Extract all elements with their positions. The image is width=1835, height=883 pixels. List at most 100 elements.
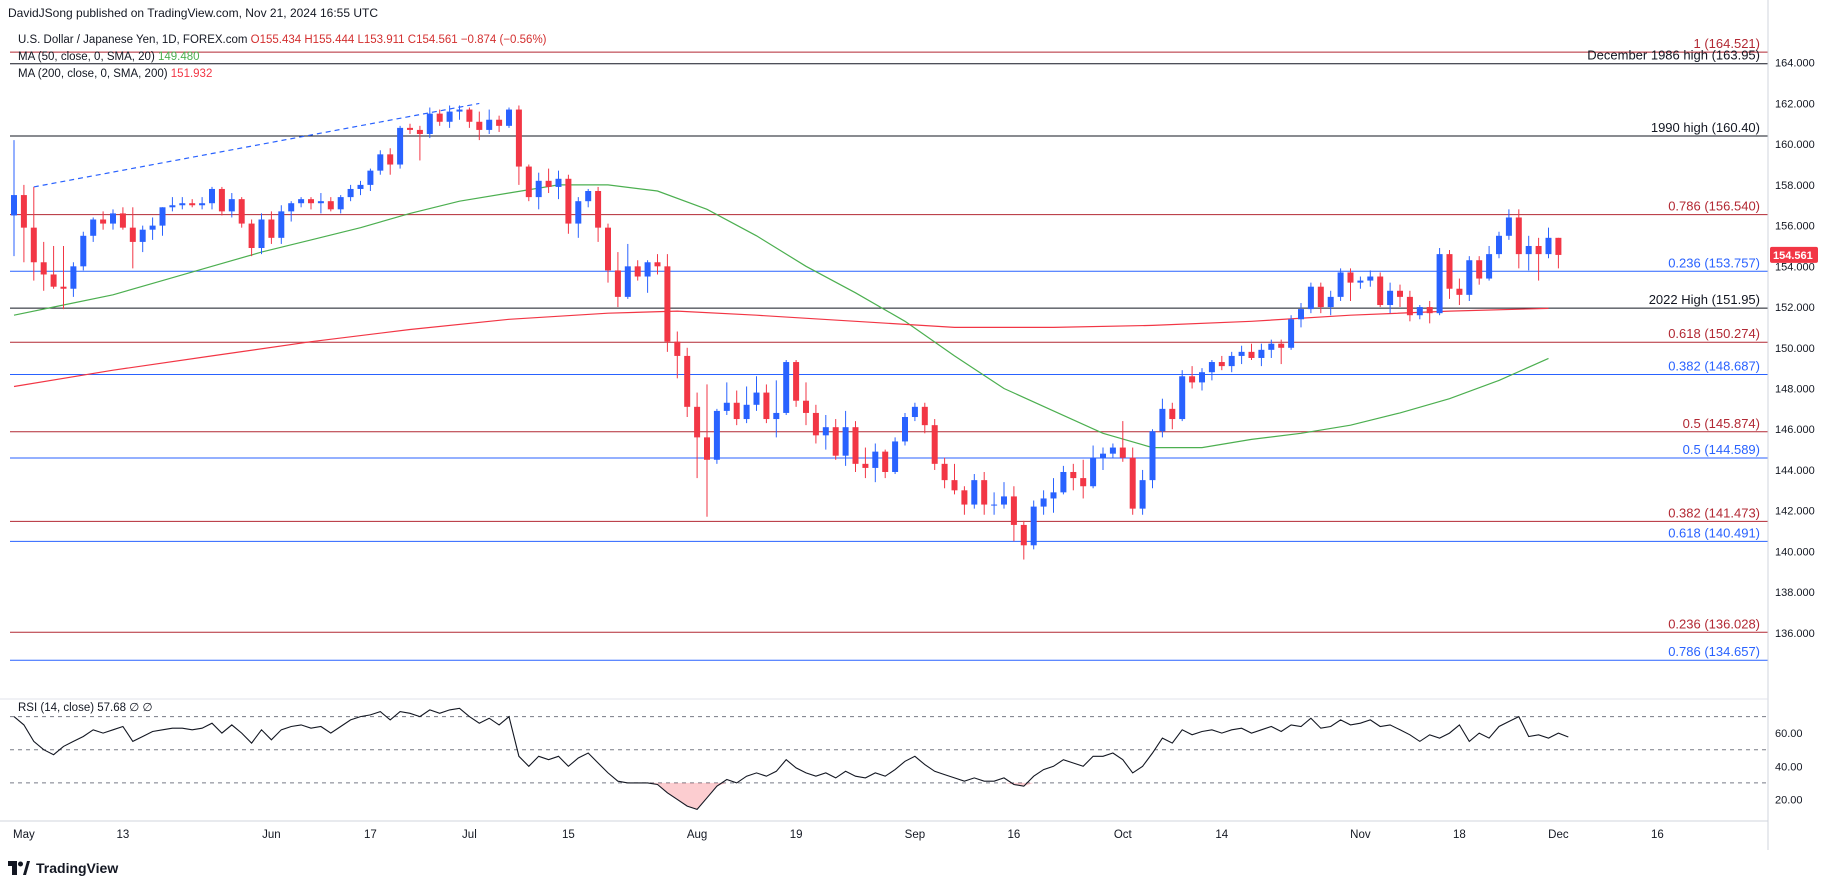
price-tick-label: 156.000 bbox=[1775, 221, 1815, 233]
rsi-line bbox=[13, 707, 1569, 811]
price-tick-label: 140.000 bbox=[1775, 546, 1815, 558]
candle-body bbox=[189, 203, 196, 206]
candle-body bbox=[713, 410, 720, 460]
time-tick-label: Dec bbox=[1548, 829, 1569, 841]
candle bbox=[565, 174, 572, 234]
candle bbox=[1496, 231, 1502, 259]
candle bbox=[1050, 478, 1057, 513]
candle bbox=[723, 382, 730, 415]
candle bbox=[70, 262, 77, 297]
rsi-value: 57.68 bbox=[97, 702, 127, 714]
candle-body bbox=[1406, 296, 1413, 316]
candle bbox=[317, 193, 324, 214]
candle-body bbox=[436, 113, 443, 122]
candle bbox=[525, 164, 532, 202]
candle bbox=[684, 347, 691, 418]
candle-body bbox=[1426, 307, 1433, 314]
time-tick-label: 15 bbox=[562, 829, 575, 841]
candle-body bbox=[842, 427, 849, 456]
candle bbox=[189, 199, 196, 208]
candle-body bbox=[1446, 254, 1453, 289]
candle bbox=[842, 410, 849, 466]
candle-body bbox=[1496, 235, 1502, 255]
level-label: 0.382 (141.473) bbox=[1668, 505, 1760, 520]
candle bbox=[496, 115, 503, 132]
candle bbox=[506, 107, 512, 128]
candle-body bbox=[199, 203, 206, 206]
candle-body bbox=[1456, 288, 1463, 295]
candle-body bbox=[1505, 217, 1512, 236]
candle bbox=[1545, 227, 1552, 259]
candle bbox=[1218, 355, 1225, 371]
candle bbox=[1040, 490, 1047, 515]
time-tick-label: 16 bbox=[1008, 829, 1021, 841]
candle-body bbox=[1337, 272, 1344, 297]
horizontal-levels: 1 (164.521)December 1986 high (163.95) 19… bbox=[10, 36, 1768, 661]
candle bbox=[674, 331, 681, 379]
candle-body bbox=[1397, 290, 1403, 297]
candle bbox=[614, 252, 621, 308]
candle bbox=[1090, 445, 1097, 489]
candle-body bbox=[60, 286, 67, 289]
candle-body bbox=[1466, 260, 1473, 295]
candle bbox=[991, 492, 998, 515]
level-label: 0.236 (136.028) bbox=[1668, 616, 1760, 631]
candle bbox=[743, 386, 750, 424]
candle-body bbox=[169, 205, 176, 208]
candle bbox=[209, 186, 215, 210]
candle-body bbox=[1357, 280, 1364, 283]
candle bbox=[50, 245, 57, 289]
candle bbox=[60, 245, 67, 310]
candle bbox=[1248, 343, 1255, 360]
candle bbox=[347, 184, 354, 202]
candle-body bbox=[575, 201, 582, 224]
trendline bbox=[33, 102, 480, 188]
candle bbox=[1238, 345, 1245, 365]
candle bbox=[882, 449, 889, 479]
candle-body bbox=[822, 427, 829, 436]
candle-body bbox=[1278, 343, 1285, 348]
candle-body bbox=[11, 195, 17, 216]
candle bbox=[713, 408, 720, 464]
candle bbox=[981, 471, 988, 515]
candle bbox=[595, 186, 602, 242]
candle-body bbox=[1208, 362, 1215, 373]
candle bbox=[218, 186, 225, 216]
candle-body bbox=[327, 201, 334, 210]
rsi-tick-label: 60.00 bbox=[1775, 728, 1803, 740]
ma50-value: 149.480 bbox=[157, 51, 200, 63]
candle bbox=[1456, 278, 1463, 306]
candle bbox=[436, 109, 443, 126]
candle-body bbox=[308, 199, 314, 204]
candle bbox=[1139, 469, 1146, 515]
candle bbox=[634, 260, 641, 281]
candle-body bbox=[1070, 471, 1077, 479]
candle-body bbox=[387, 154, 394, 165]
candle-body bbox=[1486, 254, 1493, 279]
candle-body bbox=[1090, 457, 1097, 487]
candle-body bbox=[971, 480, 978, 505]
candle-body bbox=[1238, 351, 1245, 356]
candle-body bbox=[20, 195, 27, 228]
candle bbox=[753, 376, 760, 411]
price-tick-label: 150.000 bbox=[1775, 343, 1815, 355]
candle bbox=[1446, 250, 1453, 299]
ma200-line bbox=[13, 307, 1549, 388]
candle bbox=[119, 207, 126, 230]
candle-body bbox=[209, 188, 215, 204]
candle-body bbox=[1298, 309, 1304, 320]
candle-body bbox=[486, 119, 493, 130]
candle bbox=[367, 168, 374, 191]
candle bbox=[585, 188, 592, 208]
candle-body bbox=[426, 113, 433, 134]
price-tick-label: 152.000 bbox=[1775, 302, 1815, 314]
candle-body bbox=[674, 341, 681, 356]
candle-body bbox=[1080, 478, 1087, 487]
candle bbox=[971, 474, 978, 509]
candle bbox=[862, 447, 869, 479]
legend-symbol-row: U.S. Dollar / Japanese Yen, 1D, FOREX.co… bbox=[18, 34, 547, 46]
candle-body bbox=[1515, 217, 1522, 255]
candle bbox=[1189, 366, 1196, 389]
rsi-tick-label: 20.00 bbox=[1775, 794, 1803, 806]
